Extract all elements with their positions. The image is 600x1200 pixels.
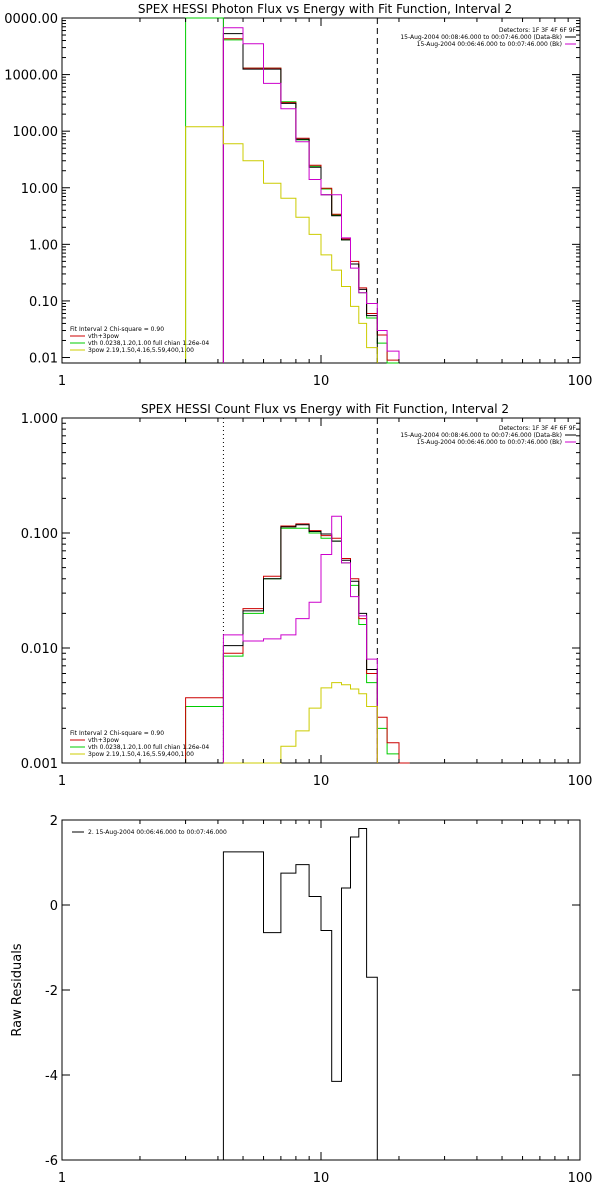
- x-tick-label-10: 10: [313, 774, 330, 789]
- count-flux-panel: SPEX HESSI Count Flux vs Energy with Fit…: [21, 402, 593, 789]
- y-tick-label: 10.00: [21, 182, 58, 197]
- photon-flux-x-ticks: 1 10 100: [58, 18, 593, 389]
- count-flux-title: SPEX HESSI Count Flux vs Energy with Fit…: [141, 402, 509, 416]
- series-line-0: [185, 527, 410, 764]
- info-legend-line-1: 15-Aug-2004 00:08:46.000 to 00:07:46.000…: [400, 432, 562, 439]
- series-line-2: [222, 33, 378, 363]
- series-line-3: [222, 515, 378, 763]
- fit-legend-line-3: 3pow 2.19,1.50,4.16,5.59,400,1.00: [88, 347, 194, 354]
- residuals-axes-frame: [61, 819, 581, 1161]
- y-tick-label: 0.01: [29, 352, 58, 367]
- y-tick-label: 0000.00: [4, 12, 58, 27]
- y-tick-label: 1.00: [29, 238, 58, 253]
- y-tick-label: 0: [50, 899, 58, 914]
- y-tick-label: -4: [45, 1069, 58, 1084]
- fit-legend-line-3: 3pow 2.19,1.50,4.16,5.59,400,1.00: [88, 751, 194, 758]
- y-tick-label: 2: [50, 814, 58, 829]
- y-tick-label: 0.10: [29, 295, 58, 310]
- residuals-series: [222, 828, 378, 1160]
- series-line-2: [222, 524, 378, 763]
- info-legend-line-2: 15-Aug-2004 00:06:46.000 to 00:07:46.000…: [417, 439, 562, 446]
- count-flux-series: [185, 418, 410, 764]
- series-line-1: [185, 523, 410, 764]
- y-tick-label: 0.001: [21, 757, 58, 772]
- x-tick-label-10: 10: [313, 1171, 330, 1186]
- info-legend-line-1: 15-Aug-2004 00:08:46.000 to 00:07:46.000…: [400, 34, 562, 41]
- fit-legend-line-0: Fit Interval 2 Chi-square = 0.90: [70, 326, 164, 333]
- y-tick-label: 100.00: [13, 125, 59, 140]
- fit-legend-line-0: Fit Interval 2 Chi-square = 0.90: [70, 730, 164, 737]
- series-line-0: [222, 828, 378, 1160]
- residuals-panel: 1 10 100 2 0 -2 -4 -6 Raw Residuals 2. 15-Au…: [10, 814, 592, 1186]
- y-tick-label: 0.010: [21, 642, 58, 657]
- residuals-x-ticks: 1 10 100: [58, 820, 593, 1186]
- residuals-legend-text: 2. 15-Aug-2004 00:06:46.000 to 00:07:46.…: [88, 829, 227, 836]
- count-flux-fit-legend: Fit Interval 2 Chi-square = 0.90 vth+3po…: [70, 730, 209, 758]
- y-tick-label: 0.100: [21, 527, 58, 542]
- series-line-4: [223, 682, 378, 764]
- x-tick-label-1: 1: [58, 1171, 66, 1186]
- photon-flux-series: [185, 17, 400, 364]
- x-tick-label-100: 100: [568, 774, 593, 789]
- count-flux-y-ticks: 1.000 0.100 0.010 0.001: [21, 412, 580, 772]
- residuals-y-axis-label: Raw Residuals: [10, 943, 25, 1036]
- series-line-3: [222, 27, 400, 363]
- photon-flux-panel: SPEX HESSI Photon Flux vs Energy with Fi…: [4, 2, 592, 389]
- x-tick-label-100: 100: [568, 374, 593, 389]
- photon-flux-info-legend: Detectors: 1F 3F 4F 6F 9F 15-Aug-2004 00…: [400, 27, 576, 48]
- photon-flux-y-ticks: 0000.00 1000.00 100.00 10.00 1.00 0.10 0.01: [4, 12, 580, 367]
- fit-legend-line-2: vth 0.0238,1.20,1.00 full chian 1.26e-04: [88, 340, 209, 347]
- y-tick-label: 1.000: [21, 412, 58, 427]
- photon-flux-title: SPEX HESSI Photon Flux vs Energy with Fi…: [138, 2, 512, 16]
- series-line-4: [185, 126, 378, 363]
- x-tick-label-1: 1: [58, 774, 66, 789]
- count-flux-info-legend: Detectors: 1F 3F 4F 6F 9F 15-Aug-2004 00…: [400, 425, 576, 446]
- photon-flux-fit-legend: Fit Interval 2 Chi-square = 0.90 vth+3po…: [70, 326, 209, 354]
- y-tick-label: -6: [45, 1154, 58, 1169]
- y-tick-label: -2: [45, 984, 58, 999]
- fit-legend-line-1: vth+3pow: [88, 333, 119, 340]
- x-tick-label-100: 100: [568, 1171, 593, 1186]
- count-flux-x-ticks: 1 10 100: [58, 418, 593, 789]
- fit-legend-line-2: vth 0.0238,1.20,1.00 full chian 1.26e-04: [88, 744, 209, 751]
- x-tick-label-10: 10: [313, 374, 330, 389]
- series-line-1: [222, 38, 400, 363]
- y-tick-label: 1000.00: [4, 69, 58, 84]
- fit-legend-line-1: vth+3pow: [88, 737, 119, 744]
- info-legend-line-0: Detectors: 1F 3F 4F 6F 9F: [499, 425, 577, 432]
- info-legend-line-0: Detectors: 1F 3F 4F 6F 9F: [499, 27, 577, 34]
- residuals-y-ticks: 2 0 -2 -4 -6: [45, 814, 580, 1169]
- x-tick-label-1: 1: [58, 374, 66, 389]
- info-legend-line-2: 15-Aug-2004 00:06:46.000 to 00:07:46.000…: [417, 41, 562, 48]
